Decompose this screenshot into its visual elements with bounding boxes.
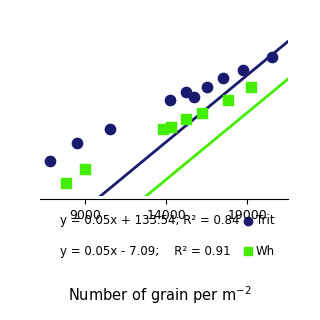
Point: [167, 97, 172, 102]
Point: [200, 111, 205, 116]
Point: [83, 167, 88, 172]
Text: Number of grain per m$^{-2}$: Number of grain per m$^{-2}$: [68, 284, 252, 306]
Point: [183, 116, 188, 121]
Point: [75, 140, 80, 145]
Point: [161, 127, 166, 132]
Point: [47, 159, 52, 164]
Point: [183, 89, 188, 94]
Text: Trit: Trit: [256, 214, 274, 228]
Text: y = 0.05x - 7.09;    R² = 0.91: y = 0.05x - 7.09; R² = 0.91: [60, 244, 230, 258]
Point: [204, 84, 210, 89]
Point: [269, 54, 274, 60]
Text: y = 0.05x + 133.54; R² = 0.84: y = 0.05x + 133.54; R² = 0.84: [60, 214, 239, 228]
Point: [191, 95, 196, 100]
Point: [107, 127, 112, 132]
Point: [169, 124, 174, 129]
Text: Wh: Wh: [256, 244, 275, 258]
Point: [248, 84, 253, 89]
Point: [63, 180, 68, 185]
Point: [220, 76, 226, 81]
Point: [240, 68, 245, 73]
Point: [226, 97, 231, 102]
